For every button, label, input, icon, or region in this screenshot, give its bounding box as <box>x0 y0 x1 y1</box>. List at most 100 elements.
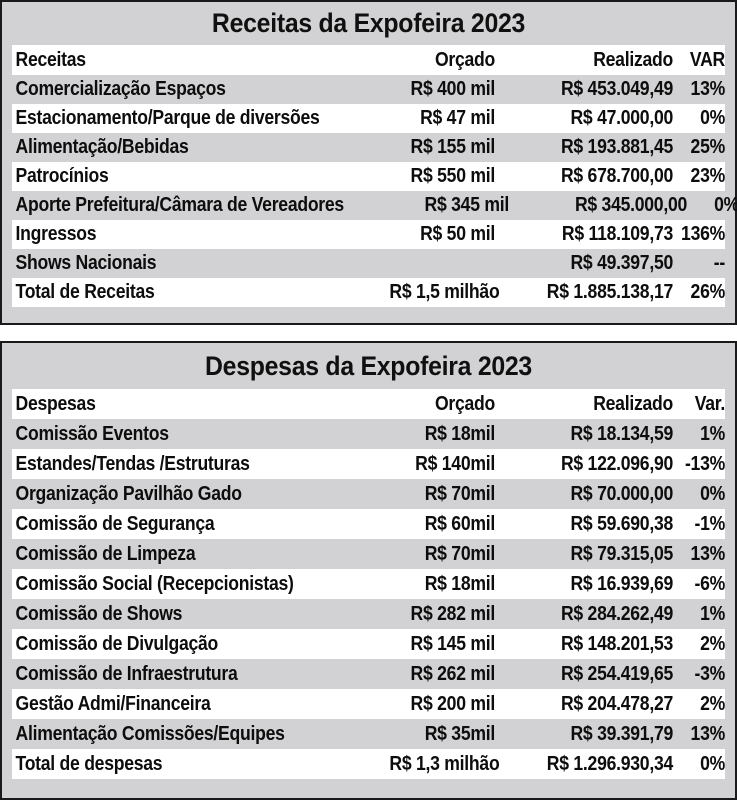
despesas-rows: Comissão Eventos R$ 18mil R$ 18.134,59 1% Es… <box>2 419 735 779</box>
orcado-value: R$ 550 mil <box>410 165 496 187</box>
row-label: Patrocínios <box>15 165 109 187</box>
orcado-value: R$ 140mil <box>415 453 495 475</box>
realizado-value: R$ 39.391,79 <box>570 723 673 745</box>
realizado-value: R$ 59.690,38 <box>570 513 673 535</box>
realizado-value: R$ 1.885.138,17 <box>546 281 673 303</box>
realizado-value: R$ 453.049,49 <box>560 78 673 100</box>
var-value: 23% <box>690 165 726 187</box>
row-label: Comissão de Divulgação <box>15 633 219 655</box>
orcado-value: R$ 155 mil <box>410 136 496 158</box>
var-value: 0% <box>700 753 725 775</box>
column-header-realizado: Realizado <box>593 49 673 71</box>
var-value: 0% <box>714 194 737 216</box>
row-label: Gestão Admi/Financeira <box>15 693 211 715</box>
row-label: Alimentação/Bebidas <box>15 136 189 158</box>
realizado-value: R$ 79.315,05 <box>570 543 673 565</box>
var-value: -- <box>713 252 725 274</box>
table-row: Estacionamento/Parque de diversões R$ 47 … <box>12 104 725 133</box>
column-header-var: VAR <box>689 49 725 71</box>
realizado-value: R$ 284.262,49 <box>560 603 673 625</box>
var-value: 1% <box>700 603 725 625</box>
column-header-despesas: Despesas <box>15 393 96 415</box>
column-header-realizado: Realizado <box>593 393 673 415</box>
table-row: Estandes/Tendas /Estruturas R$ 140mil R$ 1… <box>12 449 725 479</box>
table-row: Aporte Prefeitura/Câmara de Vereadores R$… <box>12 191 737 220</box>
orcado-value: R$ 60mil <box>424 513 496 535</box>
table-row: Comissão de Infraestrutura R$ 262 mil R$ 2… <box>12 659 726 689</box>
orcado-value: R$ 262 mil <box>410 663 496 685</box>
table-row: Ingressos R$ 50 mil R$ 118.109,73 136% <box>12 220 725 249</box>
realizado-value: R$ 678.700,00 <box>560 165 673 187</box>
orcado-value: R$ 70mil <box>424 483 496 505</box>
row-label: Estandes/Tendas /Estruturas <box>15 453 250 475</box>
table-row: Total de Receitas R$ 1,5 milhão R$ 1.885.1… <box>12 278 725 307</box>
row-label: Organização Pavilhão Gado <box>15 483 242 505</box>
table-row: Comercialização Espaços R$ 400 mil R$ 453.… <box>12 75 726 104</box>
var-value: -6% <box>694 573 725 595</box>
orcado-value: R$ 47 mil <box>420 107 495 129</box>
row-label: Comissão Social (Recepcionistas) <box>15 573 294 595</box>
table-row: Comissão de Limpeza R$ 70mil R$ 79.315,05 1… <box>12 539 726 569</box>
orcado-value: R$ 345 mil <box>424 194 510 216</box>
orcado-value: R$ 18mil <box>424 423 496 445</box>
realizado-value: R$ 1.296.930,34 <box>546 753 673 775</box>
table-row: Gestão Admi/Financeira R$ 200 mil R$ 204.4… <box>12 689 725 719</box>
var-value: -3% <box>694 663 725 685</box>
table-row: Comissão de Shows R$ 282 mil R$ 284.262,49… <box>12 599 726 629</box>
var-value: 0% <box>700 483 725 505</box>
orcado-value: R$ 1,5 milhão <box>389 281 500 303</box>
column-header-orcado: Orçado <box>434 393 495 415</box>
realizado-value: R$ 122.096,90 <box>560 453 673 475</box>
row-label: Aporte Prefeitura/Câmara de Vereadores <box>15 194 345 216</box>
orcado-value: R$ 70mil <box>424 543 496 565</box>
column-header-orcado: Orçado <box>434 49 495 71</box>
table-row: Alimentação Comissões/Equipes R$ 35mil R$ … <box>12 719 726 749</box>
orcado-value: R$ 145 mil <box>410 633 496 655</box>
row-label: Comissão de Shows <box>15 603 183 625</box>
orcado-value: R$ 200 mil <box>410 693 496 715</box>
receitas-title: Receitas da Expofeira 2023 <box>211 8 526 38</box>
row-label: Total de despesas <box>15 753 163 775</box>
realizado-value: R$ 148.201,53 <box>560 633 673 655</box>
orcado-value: R$ 282 mil <box>410 603 496 625</box>
orcado-value: R$ 18mil <box>424 573 496 595</box>
table-row: Alimentação/Bebidas R$ 155 mil R$ 193.881,… <box>12 133 726 162</box>
var-value: 13% <box>690 543 726 565</box>
realizado-value: R$ 193.881,45 <box>560 136 673 158</box>
var-value: -1% <box>694 513 725 535</box>
realizado-value: R$ 118.109,73 <box>561 223 673 245</box>
orcado-value: R$ 400 mil <box>410 78 496 100</box>
despesas-header-row: Despesas Orçado Realizado Var. <box>12 389 725 419</box>
table-row: Total de despesas R$ 1,3 milhão R$ 1.296.9… <box>12 749 725 779</box>
despesas-title: Despesas da Expofeira 2023 <box>204 351 532 381</box>
table-row: Shows Nacionais R$ 49.397,50 -- <box>12 249 726 278</box>
row-label: Comissão de Segurança <box>15 513 215 535</box>
row-label: Alimentação Comissões/Equipes <box>15 723 285 745</box>
var-value: 136% <box>681 223 725 245</box>
row-label: Ingressos <box>15 223 97 245</box>
row-label: Shows Nacionais <box>15 252 157 274</box>
var-value: 1% <box>700 423 725 445</box>
row-label: Total de Receitas <box>15 281 155 303</box>
realizado-value: R$ 70.000,00 <box>570 483 673 505</box>
row-label: Comissão de Limpeza <box>15 543 196 565</box>
var-value: 2% <box>700 633 725 655</box>
realizado-value: R$ 49.397,50 <box>570 252 673 274</box>
var-value: 2% <box>700 693 725 715</box>
table-row: Comissão de Divulgação R$ 145 mil R$ 148.2… <box>12 629 725 659</box>
column-header-var: Var. <box>694 393 726 415</box>
realizado-value: R$ 47.000,00 <box>570 107 673 129</box>
orcado-value: R$ 35mil <box>424 723 496 745</box>
realizado-value: R$ 254.419,65 <box>560 663 673 685</box>
realizado-value: R$ 16.939,69 <box>570 573 673 595</box>
row-label: Comissão de Infraestrutura <box>15 663 238 685</box>
row-label: Comissão Eventos <box>15 423 170 445</box>
card-bottom-padding <box>2 307 735 323</box>
realizado-value: R$ 18.134,59 <box>570 423 673 445</box>
table-row: Organização Pavilhão Gado R$ 70mil R$ 70.0… <box>12 479 726 509</box>
var-value: 25% <box>690 136 726 158</box>
table-row: Comissão Social (Recepcionistas) R$ 18mil… <box>12 569 725 599</box>
receitas-rows: Comercialização Espaços R$ 400 mil R$ 453.… <box>2 75 737 307</box>
realizado-value: R$ 345.000,00 <box>575 194 688 216</box>
